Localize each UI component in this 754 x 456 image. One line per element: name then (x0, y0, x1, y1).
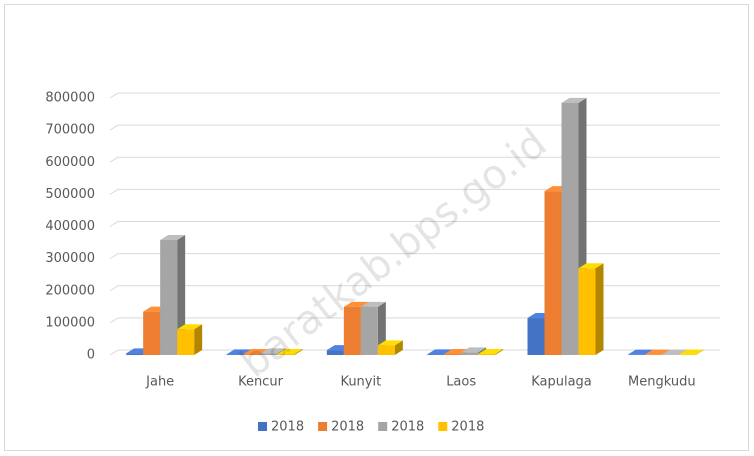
legend-swatch (318, 422, 328, 431)
y-tick-label: 100000 (45, 315, 95, 330)
bar-front (544, 191, 562, 355)
bar-front (444, 354, 462, 355)
bar-side (177, 234, 186, 355)
bar (177, 324, 203, 355)
bar-top (160, 234, 186, 240)
bar-side (595, 263, 604, 355)
bar (578, 263, 604, 355)
bar (277, 349, 303, 355)
bar-front (527, 318, 545, 355)
x-tick-label: Laos (446, 375, 476, 390)
y-tick-label: 400000 (45, 219, 95, 234)
bar-front (561, 102, 579, 355)
bar-top (461, 347, 487, 353)
bar-top (678, 349, 704, 355)
legend-label: 2018 (271, 420, 304, 435)
bar-front (427, 354, 445, 355)
grid-line (109, 253, 720, 260)
chart-frame (4, 4, 749, 451)
bar-front (360, 306, 378, 355)
bar-front (343, 306, 361, 355)
bar-side (194, 324, 203, 355)
legend-label: 2018 (331, 420, 364, 435)
x-tick-label: Kapulaga (531, 375, 592, 390)
grid-line (109, 317, 720, 324)
bar (160, 234, 186, 355)
bar-front (126, 353, 144, 355)
bar-top (478, 349, 504, 355)
bar-front (578, 268, 596, 355)
x-tick-label: Mengkudu (628, 375, 696, 390)
bar-front (177, 329, 195, 355)
bar-top (177, 324, 203, 330)
bar-front (326, 350, 344, 355)
bar-top (561, 97, 587, 103)
bar-top (578, 263, 604, 269)
grid-line (109, 156, 720, 163)
bar-top (343, 301, 369, 307)
bar-top (644, 349, 670, 355)
y-tick-label: 500000 (45, 187, 95, 202)
bar-side (495, 349, 504, 355)
bar-front (478, 354, 496, 355)
bar-side (394, 340, 403, 355)
bar-top (377, 340, 403, 346)
bar-front (143, 311, 161, 355)
legend-swatch (378, 422, 388, 431)
x-tick-label: Kunyit (340, 375, 381, 390)
legend-label: 2018 (391, 420, 424, 435)
bar-front (243, 354, 261, 355)
legend-swatch (438, 422, 448, 431)
bar-side (695, 349, 704, 355)
legend-swatch (258, 422, 267, 431)
bar-front (260, 353, 278, 355)
bar-front (377, 345, 395, 355)
bar-front (461, 352, 479, 355)
grid-line (109, 349, 720, 356)
y-tick-label: 200000 (45, 283, 95, 298)
grid-line (109, 188, 720, 195)
bar (377, 340, 403, 355)
legend-label: 2018 (451, 420, 484, 435)
bar-top (277, 349, 303, 355)
y-tick-label: 700000 (45, 123, 95, 138)
bar-side (294, 349, 303, 355)
grid-line (109, 92, 720, 99)
y-tick-label: 800000 (45, 91, 95, 106)
bar-front (277, 354, 295, 355)
x-tick-label: Kencur (238, 375, 284, 390)
bar-top (260, 348, 286, 354)
bar (678, 349, 704, 355)
y-tick-label: 0 (87, 348, 95, 363)
y-tick-label: 600000 (45, 155, 95, 170)
bar-front (226, 354, 244, 355)
x-tick-label: Jahe (145, 375, 174, 390)
bar-front (160, 239, 178, 355)
plot-area: 0 100000 200000 300000 400000 500000 600000 700… (45, 91, 720, 435)
y-tick-label: 300000 (45, 251, 95, 266)
bar-top (360, 301, 386, 307)
grid-line (109, 221, 720, 227)
grid-line (109, 285, 720, 292)
bar-top (661, 349, 687, 355)
bar-top (627, 349, 653, 355)
grid-line (109, 124, 720, 131)
bar (478, 349, 504, 355)
